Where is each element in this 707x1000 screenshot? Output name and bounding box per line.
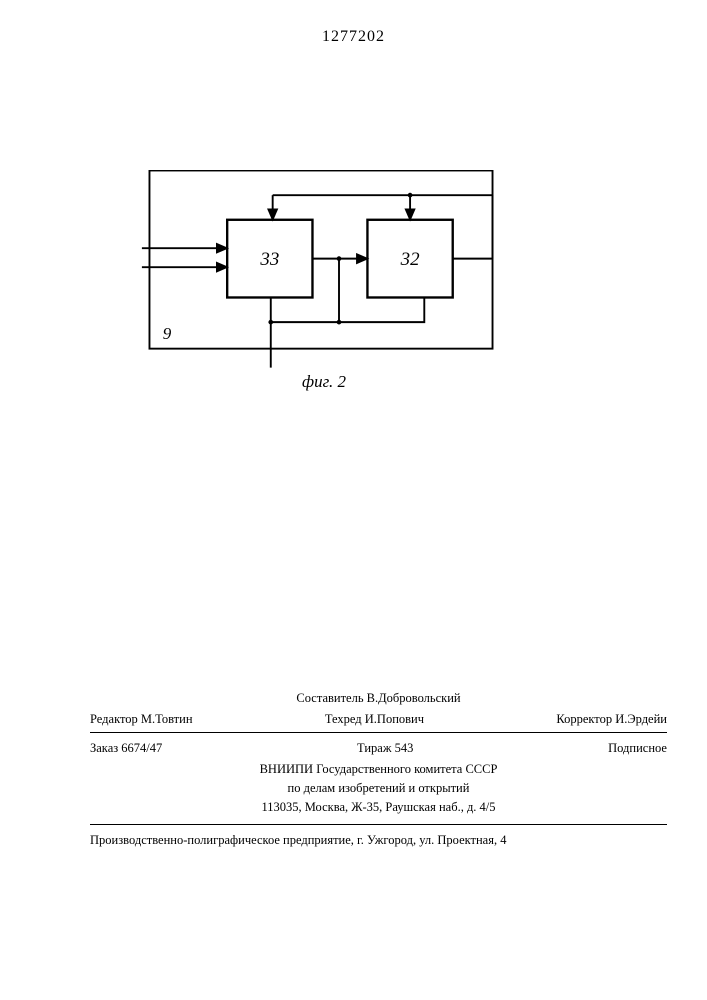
block-33-label: 33 (259, 249, 279, 270)
editor: Редактор М.Товтин (90, 710, 193, 729)
page: 1277202 9 33 32 (0, 0, 707, 1000)
techred: Техред И.Попович (325, 710, 424, 729)
corrector: Корректор И.Эрдейи (556, 710, 667, 729)
junction-dot-3 (408, 193, 413, 198)
block-32-label: 32 (400, 249, 420, 270)
printer-line: Производственно-полиграфическое предприя… (90, 831, 667, 850)
outer-box-label: 9 (163, 324, 172, 343)
compiler-line: Составитель В.Добровольский (90, 689, 667, 708)
junction-dot-2 (268, 320, 273, 325)
block-diagram: 9 33 32 (140, 170, 502, 370)
credits-block: Составитель В.Добровольский Редактор М.Т… (90, 689, 667, 850)
org-line-2: по делам изобретений и открытий (90, 779, 667, 798)
tirazh: Тираж 543 (357, 739, 413, 758)
address-line: 113035, Москва, Ж-35, Раушская наб., д. … (90, 798, 667, 817)
junction-dot-1 (337, 256, 342, 261)
patent-number: 1277202 (322, 28, 385, 46)
org-line-1: ВНИИПИ Государственного комитета СССР (90, 760, 667, 779)
order-number: Заказ 6674/47 (90, 739, 162, 758)
figure-label: фиг. 2 (302, 372, 346, 392)
divider (90, 824, 667, 825)
junction-dot-4 (337, 320, 342, 325)
podpisnoe: Подписное (608, 739, 667, 758)
